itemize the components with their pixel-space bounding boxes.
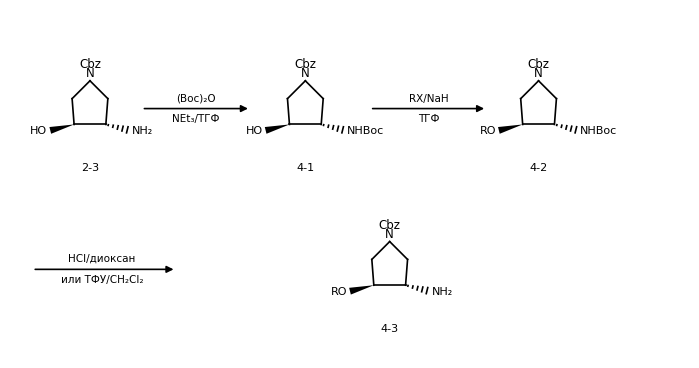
Text: HO: HO	[30, 126, 48, 137]
Text: N: N	[85, 67, 94, 80]
Text: NH₂: NH₂	[131, 126, 153, 137]
Text: Cbz: Cbz	[528, 58, 549, 71]
Text: Cbz: Cbz	[379, 219, 401, 231]
Text: NHBoc: NHBoc	[580, 126, 617, 137]
Polygon shape	[350, 285, 374, 294]
Text: 4-3: 4-3	[381, 324, 398, 334]
Text: NHBoc: NHBoc	[347, 126, 384, 137]
Text: 4-2: 4-2	[529, 163, 548, 173]
Text: Cbz: Cbz	[294, 58, 317, 71]
Polygon shape	[50, 124, 74, 134]
Polygon shape	[265, 124, 289, 134]
Text: RO: RO	[480, 126, 496, 137]
Polygon shape	[498, 124, 523, 134]
Text: NEt₃/ТГФ: NEt₃/ТГФ	[173, 114, 220, 124]
Text: Cbz: Cbz	[79, 58, 101, 71]
Text: RX/NaH: RX/NaH	[409, 93, 448, 104]
Text: ТГФ: ТГФ	[417, 114, 439, 124]
Text: N: N	[385, 227, 394, 241]
Text: 2-3: 2-3	[81, 163, 99, 173]
Text: N: N	[534, 67, 543, 80]
Text: RO: RO	[331, 287, 347, 297]
Text: или ТФУ/CH₂Cl₂: или ТФУ/CH₂Cl₂	[61, 275, 143, 285]
Text: NH₂: NH₂	[431, 287, 453, 297]
Text: 4-1: 4-1	[296, 163, 315, 173]
Text: N: N	[301, 67, 310, 80]
Text: HCl/диоксан: HCl/диоксан	[69, 254, 136, 263]
Text: (Boc)₂O: (Boc)₂O	[176, 93, 216, 104]
Text: HO: HO	[245, 126, 263, 137]
